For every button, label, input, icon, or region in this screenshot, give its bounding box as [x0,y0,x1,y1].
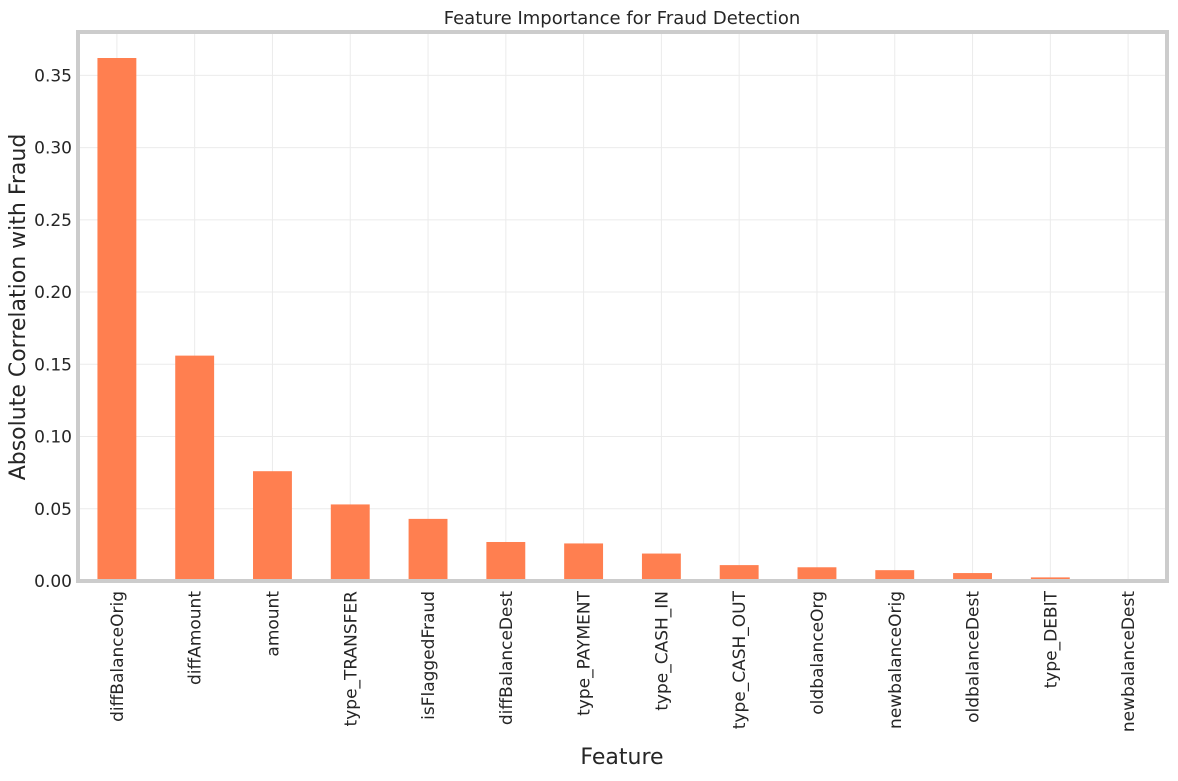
chart-title: Feature Importance for Fraud Detection [444,8,801,29]
y-tick-label: 0.30 [34,139,72,159]
x-axis-ticks: diffBalanceOrig diffAmount amount type_TRAN… [108,590,1139,732]
x-axis-label: Feature [580,745,663,770]
x-tick-label: type_DEBIT [1041,590,1061,688]
bars [97,58,1148,582]
x-tick-label: oldbalanceOrg [808,591,828,715]
x-tick-label: type_CASH_IN [652,591,672,711]
plot-frame [76,30,1169,583]
x-tick-label: diffAmount [186,591,206,685]
x-tick-label: newbalanceOrig [886,591,906,729]
y-axis-ticks: 0.00 0.05 0.10 0.15 0.20 0.25 0.30 0.35 [34,66,72,592]
x-tick-label: type_PAYMENT [575,590,595,715]
y-tick-label: 0.20 [34,283,72,303]
bar-type_PAYMENT [564,543,604,581]
x-tick-label: type_CASH_OUT [730,590,750,729]
bar-diffBalanceDest [486,541,526,581]
bar-amount [253,471,292,581]
y-axis-label: Absolute Correlation with Fraud [6,134,31,481]
y-tick-label: 0.35 [34,66,72,86]
x-tick-label: newbalanceDest [1119,591,1139,732]
x-tick-label: oldbalanceDest [964,591,984,723]
x-tick-label: diffBalanceDest [497,591,517,725]
y-tick-label: 0.25 [34,211,72,231]
bar-oldbalanceOrg [797,567,837,581]
bar-newbalanceOrig [875,570,915,581]
bar-oldbalanceDest [953,573,992,581]
bar-diffAmount [175,355,215,581]
y-tick-label: 0.05 [34,500,72,520]
y-tick-label: 0.10 [34,428,72,448]
y-tick-label: 0.15 [34,355,72,375]
grid-lines [78,32,1167,582]
x-tick-label: diffBalanceOrig [108,591,128,722]
y-tick-label: 0.00 [34,572,72,592]
bar-type_CASH_IN [641,553,681,581]
bar-type_CASH_OUT [719,565,759,581]
bar-diffBalanceOrig [97,58,137,582]
x-tick-label: type_TRANSFER [341,591,361,727]
bar-type_TRANSFER [330,504,370,581]
bar-isFlaggedFraud [408,518,448,581]
x-tick-label: isFlaggedFraud [419,591,439,720]
x-tick-label: amount [263,591,283,657]
